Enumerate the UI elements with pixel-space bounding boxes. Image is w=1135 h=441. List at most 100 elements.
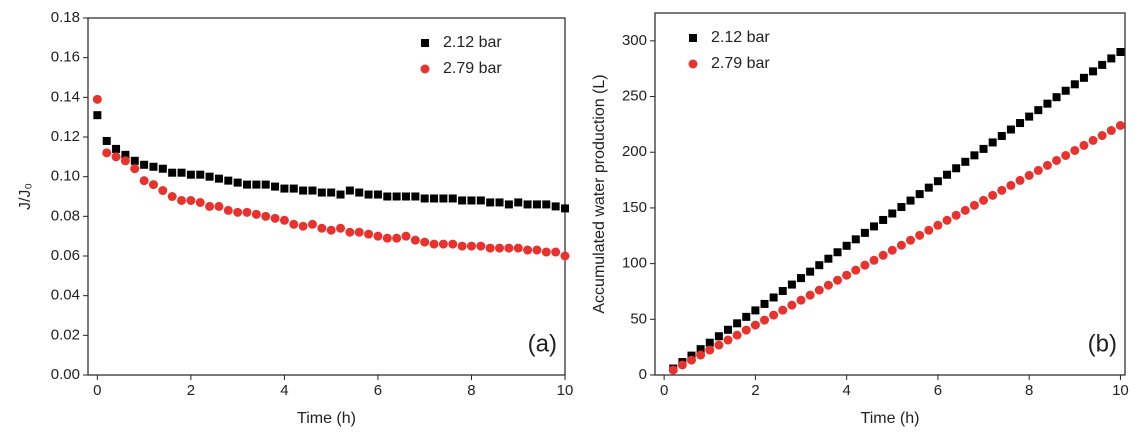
data-point: [1106, 126, 1116, 136]
data-point: [93, 111, 102, 120]
data-point: [732, 330, 742, 340]
data-point: [1042, 160, 1052, 170]
data-point: [205, 172, 214, 181]
legend-label: 2.79 bar: [711, 55, 770, 72]
x-tick-label: 2: [751, 382, 759, 399]
y-tick-label: 0.08: [51, 207, 80, 224]
data-point: [345, 227, 355, 237]
data-point: [355, 188, 364, 197]
data-point: [364, 229, 374, 239]
x-axis-label: Time (h): [297, 410, 356, 427]
data-point: [541, 247, 551, 257]
data-point: [1097, 131, 1107, 141]
data-point: [696, 345, 705, 354]
data-point: [833, 275, 843, 285]
x-tick-label: 0: [660, 382, 668, 399]
data-point: [373, 190, 382, 199]
data-point: [1088, 135, 1098, 145]
x-tick-label: 4: [280, 382, 288, 399]
data-point: [724, 325, 733, 334]
data-point: [186, 170, 195, 179]
x-axis-label: Time (h): [861, 410, 920, 427]
data-point: [878, 250, 888, 260]
data-point: [705, 345, 715, 355]
data-point: [270, 213, 280, 223]
data-point: [214, 201, 224, 211]
data-point: [243, 180, 251, 189]
data-point: [988, 138, 997, 147]
legend-label: 2.79 bar: [443, 60, 502, 77]
data-point: [823, 280, 833, 290]
data-point: [504, 200, 513, 209]
data-point: [696, 350, 706, 360]
data-point: [806, 267, 815, 276]
data-point: [233, 178, 242, 187]
y-tick-label: 0.06: [51, 247, 80, 264]
data-point: [476, 196, 485, 205]
data-point: [851, 265, 861, 275]
data-point: [787, 280, 796, 289]
data-point: [668, 365, 678, 375]
y-axis-label: J/J₀: [17, 183, 34, 210]
data-point: [177, 195, 187, 205]
y-tick-label: 0.16: [51, 49, 80, 66]
data-point: [280, 184, 289, 193]
data-point: [111, 152, 121, 162]
data-point: [448, 239, 458, 249]
data-point: [261, 180, 270, 189]
panel-annotation: (a): [528, 330, 557, 357]
data-point: [373, 231, 383, 241]
data-point: [112, 144, 121, 153]
data-point: [308, 186, 317, 195]
data-point: [815, 261, 824, 270]
data-point: [485, 243, 495, 253]
data-point: [252, 180, 261, 189]
data-point: [336, 223, 346, 233]
data-point: [869, 255, 879, 265]
panel-annotation: (b): [1088, 330, 1117, 357]
data-point: [177, 168, 186, 177]
data-point: [354, 227, 364, 237]
data-point: [714, 340, 724, 350]
plot-frame: [87, 17, 566, 376]
legend-marker: [688, 59, 698, 69]
data-point: [1070, 80, 1079, 89]
data-point: [532, 200, 541, 209]
data-point: [915, 230, 925, 240]
data-point: [140, 160, 149, 169]
data-point: [769, 293, 778, 302]
data-point: [942, 215, 952, 225]
data-point: [1089, 67, 1098, 76]
data-point: [1024, 170, 1034, 180]
data-point: [1016, 119, 1025, 128]
data-point: [317, 188, 326, 197]
data-point: [933, 220, 943, 230]
data-point: [769, 310, 779, 320]
data-point: [102, 148, 112, 158]
legend-marker: [421, 39, 429, 47]
data-point: [279, 215, 289, 225]
data-point: [167, 192, 177, 201]
data-point: [997, 131, 1006, 140]
data-point: [906, 196, 915, 205]
data-point: [458, 196, 467, 205]
data-point: [1015, 175, 1025, 185]
data-point: [121, 150, 130, 159]
x-tick-label: 0: [93, 382, 101, 399]
x-tick-label: 6: [934, 382, 942, 399]
data-point: [542, 200, 551, 209]
data-point: [242, 207, 252, 217]
data-point: [457, 241, 467, 251]
data-point: [742, 312, 751, 321]
data-point: [429, 239, 439, 249]
data-point: [906, 235, 916, 245]
data-point: [261, 211, 271, 221]
x-tick-label: 2: [187, 382, 195, 399]
data-point: [842, 270, 852, 280]
data-point: [1034, 106, 1043, 115]
y-tick-label: 0.10: [51, 168, 80, 185]
data-point: [860, 260, 870, 270]
data-point: [186, 195, 196, 205]
data-point: [787, 300, 797, 310]
data-point: [420, 237, 430, 247]
